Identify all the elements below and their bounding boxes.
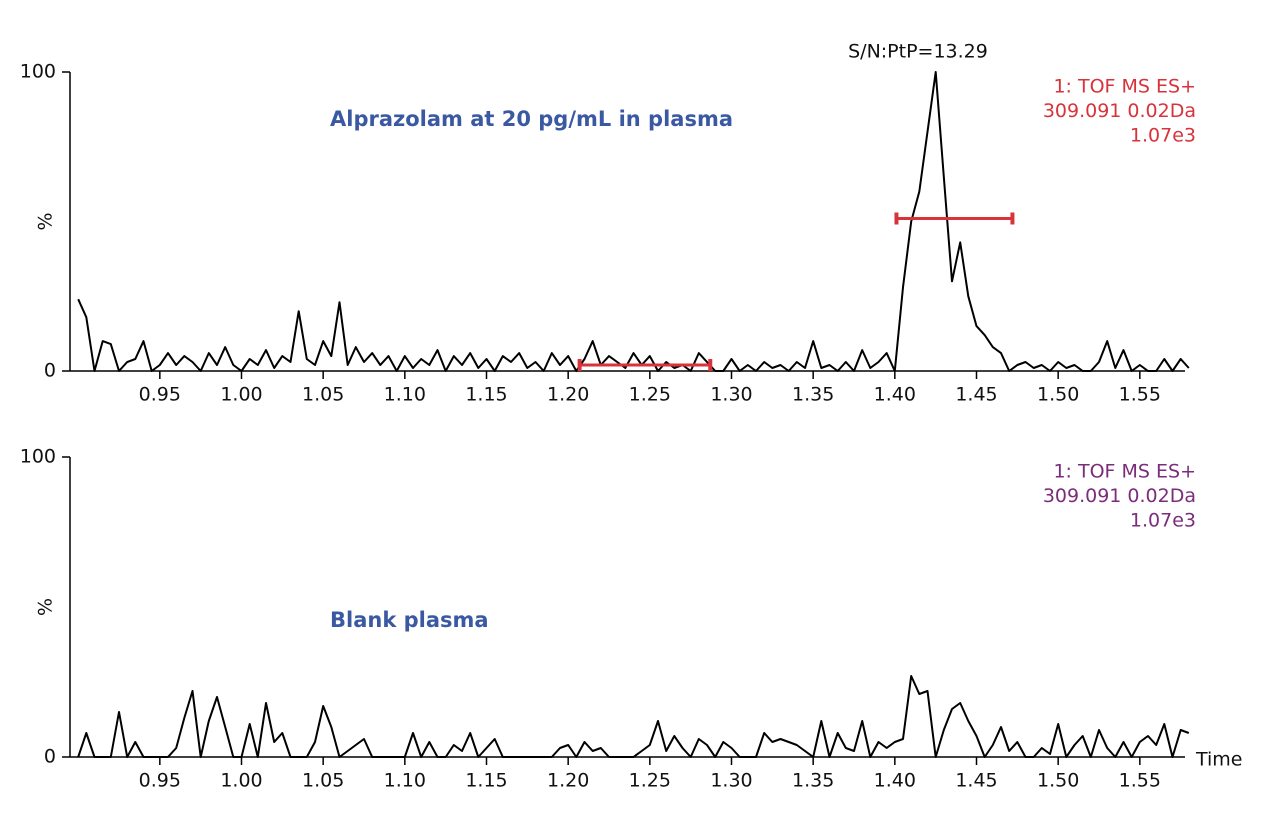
info-line: 1.07e3 — [1130, 125, 1196, 147]
y-tick-label: 0 — [44, 746, 56, 768]
info-line: 309.091 0.02Da — [1043, 100, 1196, 122]
x-tick-label: 1.30 — [710, 770, 752, 792]
x-tick-label: 1.10 — [384, 384, 426, 406]
x-tick-label: 1.55 — [1119, 384, 1161, 406]
x-tick-label: 1.25 — [629, 770, 671, 792]
x-tick-label: 1.50 — [1037, 770, 1079, 792]
y-tick-label: 0 — [44, 360, 56, 382]
x-tick-label: 1.20 — [547, 384, 589, 406]
info-line: 1: TOF MS ES+ — [1053, 76, 1196, 98]
x-tick-label: 1.40 — [874, 770, 916, 792]
trace — [77, 675, 1190, 758]
x-tick-label: 1.10 — [384, 770, 426, 792]
x-tick-label: 1.15 — [465, 770, 507, 792]
x-tick-label: 1.40 — [874, 384, 916, 406]
x-tick-label: 1.00 — [220, 770, 262, 792]
x-tick-label: 1.20 — [547, 770, 589, 792]
annotation: S/N:PtP=13.29 — [848, 41, 988, 63]
x-axis-label: Time — [1195, 749, 1243, 771]
x-tick-label: 1.30 — [710, 384, 752, 406]
x-tick-label: 1.55 — [1119, 770, 1161, 792]
x-tick-label: 1.45 — [955, 384, 997, 406]
x-tick-label: 1.05 — [302, 770, 344, 792]
x-tick-label: 1.35 — [792, 384, 834, 406]
y-axis-label: % — [35, 212, 57, 230]
x-tick-label: 1.50 — [1037, 384, 1079, 406]
chart-title: Blank plasma — [330, 608, 489, 632]
x-tick-label: 0.95 — [139, 770, 181, 792]
y-tick-label: 100 — [20, 61, 56, 83]
x-tick-label: 1.05 — [302, 384, 344, 406]
chart-title: Alprazolam at 20 pg/mL in plasma — [330, 107, 733, 131]
x-tick-label: 1.35 — [792, 770, 834, 792]
x-tick-label: 1.45 — [955, 770, 997, 792]
y-axis-label: % — [35, 598, 57, 616]
info-line: 309.091 0.02Da — [1043, 485, 1196, 507]
trace — [77, 71, 1190, 372]
x-tick-label: 1.00 — [220, 384, 262, 406]
x-tick-label: 1.25 — [629, 384, 671, 406]
info-line: 1: TOF MS ES+ — [1053, 461, 1196, 483]
x-tick-label: 1.15 — [465, 384, 507, 406]
y-tick-label: 100 — [20, 446, 56, 468]
info-line: 1.07e3 — [1130, 510, 1196, 532]
x-tick-label: 0.95 — [139, 384, 181, 406]
